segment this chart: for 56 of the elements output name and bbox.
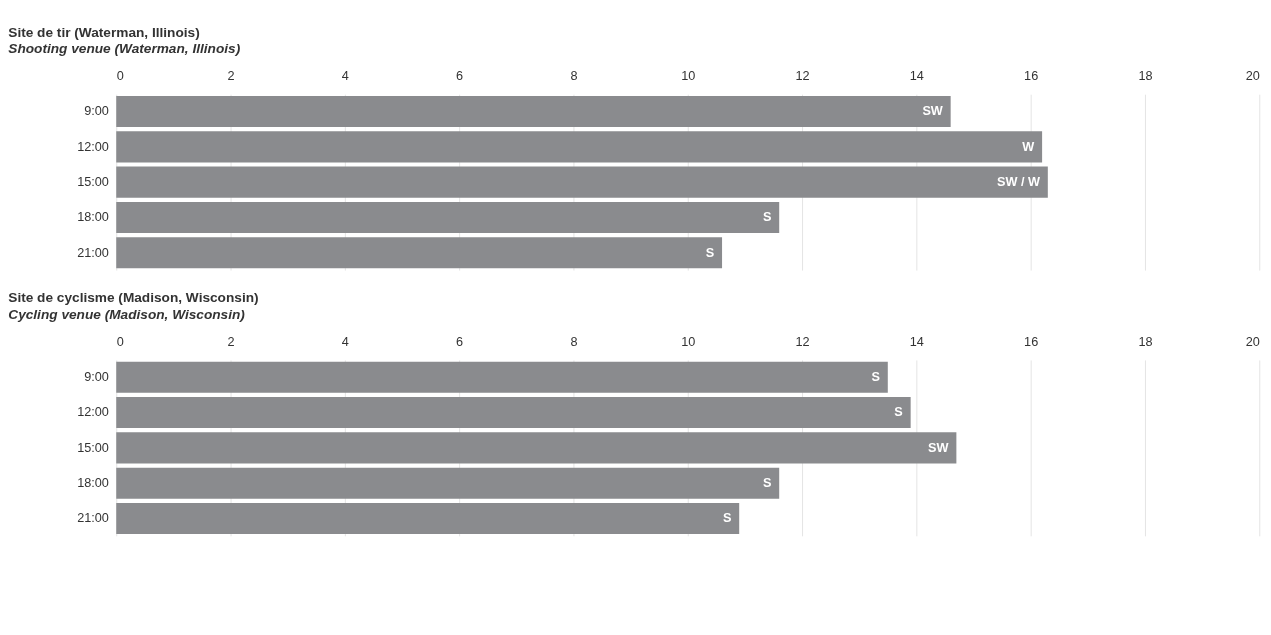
data-label: W	[1022, 139, 1035, 154]
bar	[116, 166, 1048, 198]
data-label: S	[705, 245, 715, 260]
chart-subtitle: Cycling venue (Madison, Wisconsin)	[8, 306, 246, 322]
bar	[116, 432, 957, 464]
x-tick-label: 4	[341, 334, 349, 349]
x-tick-label: 10	[681, 69, 696, 84]
data-label: SW	[928, 440, 949, 455]
data-label: SW	[922, 104, 943, 119]
bar	[116, 397, 911, 429]
x-tick-label: 18	[1138, 69, 1153, 84]
bar	[116, 237, 723, 269]
y-tick-label: 12:00	[77, 405, 109, 420]
x-tick-label: 12	[795, 334, 810, 349]
x-tick-label: 6	[456, 334, 464, 349]
x-tick-label: 8	[570, 69, 578, 84]
x-tick-label: 12	[795, 69, 810, 84]
x-tick-label: 14	[909, 334, 924, 349]
y-tick-label: 12:00	[77, 139, 109, 154]
chart-title: Site de tir (Waterman, Illinois)	[8, 24, 200, 40]
y-tick-label: 21:00	[77, 245, 109, 260]
data-label: S	[894, 405, 903, 420]
y-tick-label: 18:00	[77, 476, 109, 491]
bar	[116, 467, 780, 499]
data-label: S	[722, 511, 732, 526]
x-tick-label: 0	[116, 334, 124, 349]
x-tick-label: 14	[909, 69, 924, 84]
x-tick-label: 18	[1138, 334, 1153, 349]
x-tick-label: 20	[1245, 69, 1260, 84]
x-tick-label: 20	[1245, 334, 1260, 349]
x-tick-label: 4	[341, 69, 349, 84]
x-tick-label: 10	[681, 334, 696, 349]
bar	[116, 96, 951, 128]
y-tick-label: 21:00	[77, 511, 109, 526]
x-tick-label: 2	[227, 334, 235, 349]
chart-title: Site de cyclisme (Madison, Wisconsin)	[8, 290, 259, 306]
bar	[116, 131, 1043, 163]
y-tick-label: 9:00	[84, 370, 109, 385]
y-tick-label: 18:00	[77, 210, 109, 225]
data-label: SW / W	[997, 175, 1041, 190]
data-label: S	[762, 476, 772, 491]
x-tick-label: 0	[116, 69, 124, 84]
y-tick-label: 9:00	[84, 104, 109, 119]
chart-subtitle: Shooting venue (Waterman, Illinois)	[8, 41, 241, 57]
x-tick-label: 6	[456, 69, 464, 84]
bar	[116, 201, 780, 233]
x-tick-label: 2	[227, 69, 235, 84]
x-tick-label: 16	[1024, 69, 1039, 84]
y-tick-label: 15:00	[77, 440, 109, 455]
data-label: S	[762, 210, 772, 225]
bar	[116, 361, 888, 393]
data-label: S	[871, 370, 880, 385]
bar	[116, 502, 740, 535]
x-tick-label: 8	[570, 334, 578, 349]
x-tick-label: 16	[1024, 334, 1039, 349]
y-tick-label: 15:00	[77, 175, 109, 190]
